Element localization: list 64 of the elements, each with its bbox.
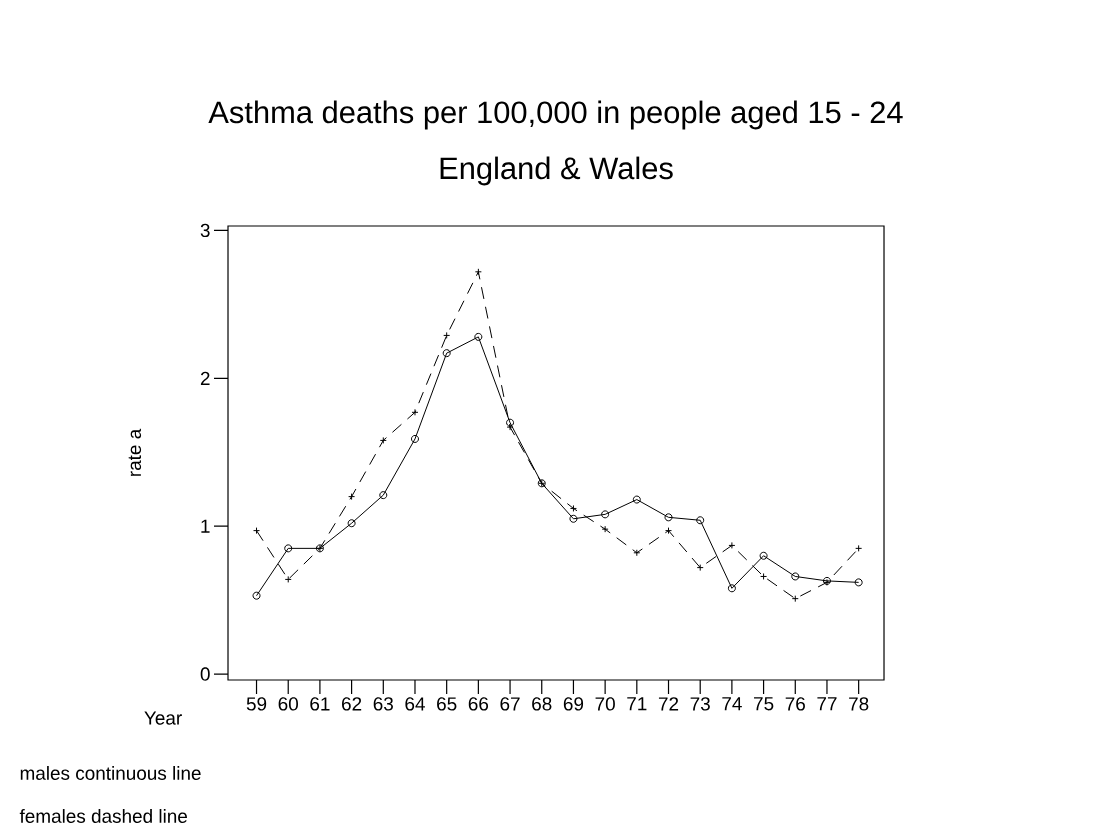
x-tick-label: 77 [817, 697, 837, 711]
x-tick-label: 76 [785, 697, 805, 711]
x-tick-label: 62 [342, 697, 362, 711]
point [760, 572, 768, 580]
point [379, 436, 387, 444]
point [601, 510, 610, 519]
point [506, 418, 515, 427]
text: males continuous line [20, 766, 201, 780]
point [696, 516, 705, 525]
text: females dashed line [19, 809, 188, 823]
chart-subtitle: England & Wales [440, 156, 673, 186]
point [474, 268, 482, 276]
x-tick-label: 71 [627, 697, 647, 711]
point [696, 564, 704, 572]
point [284, 575, 292, 583]
point [474, 332, 483, 341]
x-tick-label: 78 [849, 697, 869, 711]
x-tick-label: 68 [532, 697, 552, 711]
point [791, 572, 800, 581]
point [411, 408, 419, 416]
x-tick-label: 73 [690, 697, 710, 711]
point [443, 331, 451, 339]
point [664, 513, 673, 522]
point [665, 527, 673, 535]
x-tick-label: 74 [722, 697, 742, 711]
point [569, 514, 578, 523]
y-axis-title: rate a [128, 428, 142, 476]
x-tick-label: 70 [595, 697, 615, 711]
point [759, 551, 768, 560]
x-tick-label: 64 [405, 697, 425, 711]
point [727, 584, 736, 593]
point [347, 519, 356, 528]
point [506, 423, 514, 431]
x-tick-label: 72 [658, 697, 679, 711]
x-axis-title: Year [144, 711, 182, 725]
x-tick-label: 75 [754, 697, 774, 711]
point [854, 578, 863, 587]
point [284, 544, 293, 553]
point [791, 595, 799, 603]
point [728, 541, 736, 549]
point [253, 527, 261, 535]
x-tick-label: 61 [310, 697, 330, 711]
point [442, 349, 451, 358]
point [252, 591, 261, 600]
x-tick-label: 59 [246, 697, 267, 711]
x-tick-label: 69 [563, 697, 584, 711]
point [601, 525, 609, 533]
x-tick-label: 60 [278, 697, 298, 711]
y-tick-label: 2 [200, 371, 210, 385]
point [633, 549, 641, 557]
y-tick-label: 3 [200, 223, 210, 238]
x-tick-label: 65 [437, 697, 457, 711]
chart-title: Asthma deaths per 100,000 in people aged 15 - 24 [208, 100, 903, 130]
point [379, 491, 388, 500]
y-tick-label: 1 [201, 519, 210, 533]
point [569, 504, 577, 512]
x-tick-label: 66 [468, 697, 489, 711]
x-tick-label: 63 [373, 697, 393, 711]
x-tick-label: 67 [500, 697, 520, 711]
point [348, 493, 356, 501]
point [855, 544, 863, 552]
point [410, 434, 419, 443]
point [632, 495, 641, 504]
y-tick-label: 0 [200, 667, 210, 681]
